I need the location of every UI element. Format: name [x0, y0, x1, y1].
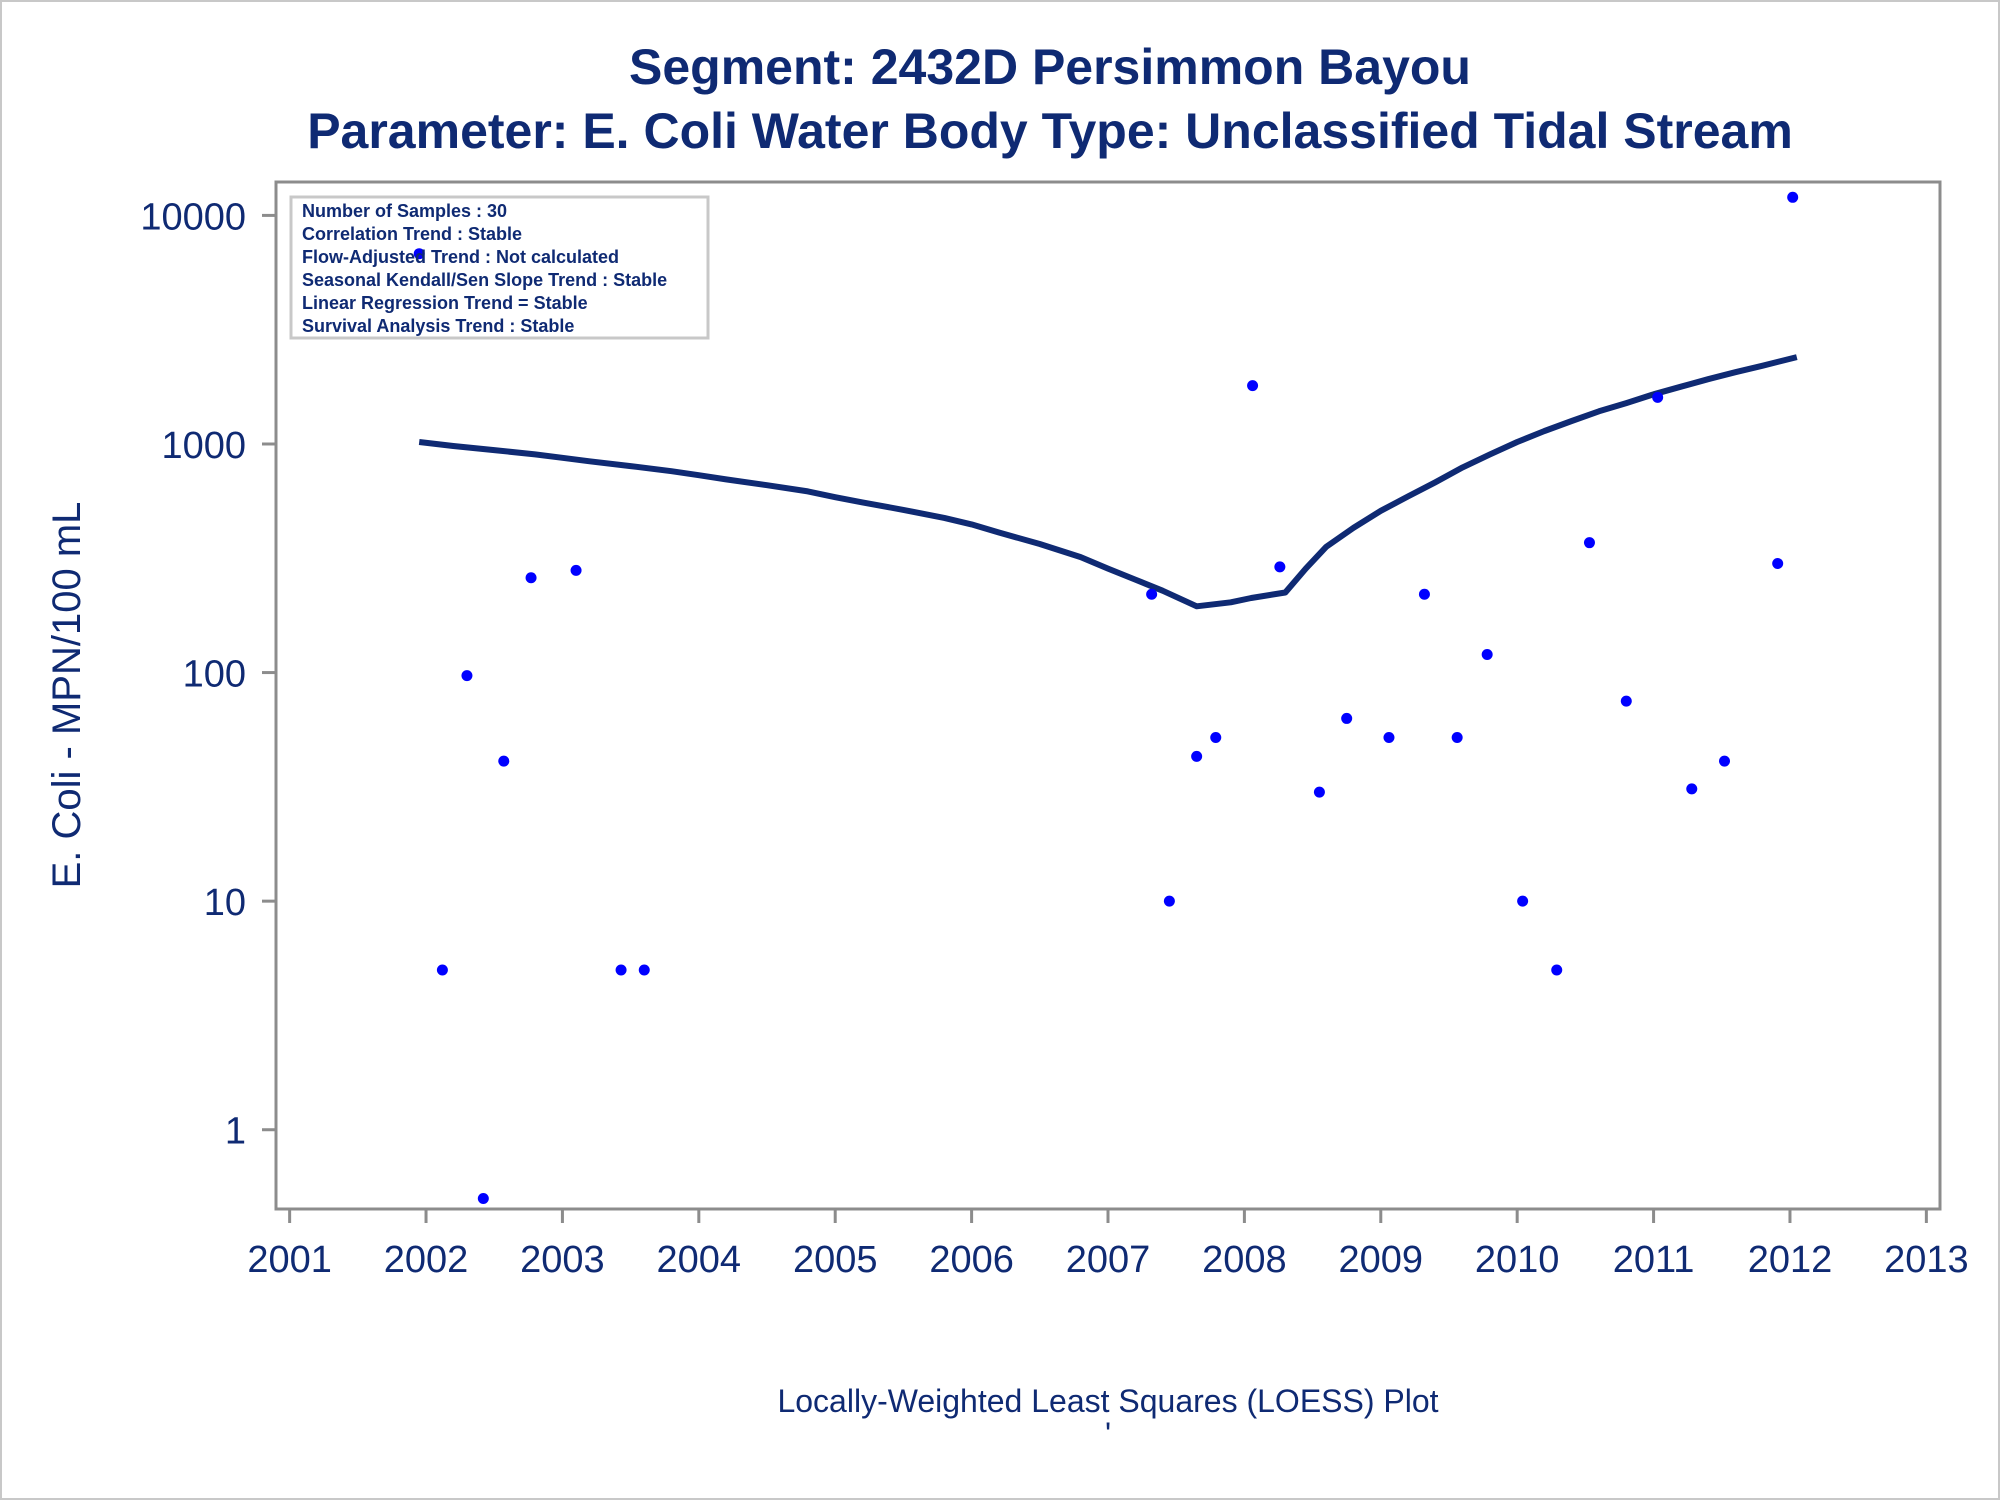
- sample-point: [1772, 558, 1784, 570]
- sample-point: [1718, 755, 1730, 767]
- sample-point: [1481, 648, 1493, 660]
- sample-point: [570, 564, 582, 576]
- y-axis-label: E. Coli - MPN/100 mL: [45, 502, 89, 889]
- sample-point: [1620, 695, 1632, 707]
- sample-point: [525, 572, 537, 584]
- sample-point: [1146, 588, 1158, 600]
- sample-point: [1163, 895, 1175, 907]
- sample-point: [1418, 588, 1430, 600]
- sample-point: [1451, 731, 1463, 743]
- sample-point: [1313, 786, 1325, 798]
- info-line: Seasonal Kendall/Sen Slope Trend : Stabl…: [302, 270, 667, 290]
- info-line: Flow-Adjusted Trend : Not calculated: [302, 247, 619, 267]
- sample-point: [1210, 731, 1222, 743]
- sample-point: [1341, 712, 1353, 724]
- x-tick-label: 2001: [247, 1239, 332, 1281]
- info-line: Survival Analysis Trend : Stable: [302, 316, 574, 336]
- sample-point: [1652, 391, 1664, 403]
- x-tick-label: 2013: [1884, 1239, 1969, 1281]
- sample-point: [1247, 380, 1259, 392]
- sample-point: [1274, 561, 1286, 573]
- y-tick-label: 100: [183, 654, 246, 696]
- info-line: Correlation Trend : Stable: [302, 224, 522, 244]
- x-axis-label: Locally-Weighted Least Squares (LOESS) P…: [777, 1383, 1438, 1419]
- info-box: Number of Samples : 30 Correlation Trend…: [289, 195, 710, 340]
- x-axis: 2001 2002 2003 2004 2005 2006 2007 2008 2009 2010…: [247, 1209, 1969, 1281]
- chart-title: Segment: 2432D Persimmon Bayou: [629, 39, 1471, 95]
- y-axis: 1 10 100 1000 10000: [140, 196, 276, 1153]
- x-tick-label: 2010: [1475, 1239, 1560, 1281]
- y-tick-label: 1: [225, 1111, 246, 1153]
- footnote-mark: ': [1105, 1416, 1111, 1452]
- sample-point: [1383, 731, 1395, 743]
- y-tick-label: 10000: [140, 196, 246, 238]
- sample-point: [461, 670, 473, 682]
- y-tick-label: 10: [204, 882, 246, 924]
- sample-point: [1583, 537, 1595, 549]
- sample-point: [1686, 783, 1698, 795]
- sample-point: [1551, 964, 1563, 976]
- sample-point: [436, 964, 448, 976]
- x-tick-label: 2003: [520, 1239, 605, 1281]
- y-tick-label: 1000: [161, 425, 246, 467]
- x-tick-label: 2012: [1748, 1239, 1833, 1281]
- x-tick-label: 2006: [929, 1239, 1014, 1281]
- sample-points: [413, 191, 1799, 1205]
- sample-point: [1517, 895, 1529, 907]
- sample-point: [615, 964, 627, 976]
- loess-trend-line: [418, 354, 1798, 610]
- sample-point: [413, 248, 425, 260]
- x-tick-label: 2004: [657, 1239, 742, 1281]
- x-tick-label: 2005: [793, 1239, 878, 1281]
- x-tick-label: 2007: [1066, 1239, 1151, 1281]
- x-tick-label: 2011: [1613, 1239, 1695, 1281]
- x-tick-label: 2009: [1339, 1239, 1424, 1281]
- sample-point: [1191, 750, 1203, 762]
- sample-point: [638, 964, 650, 976]
- sample-point: [477, 1193, 489, 1205]
- info-box-border: [289, 195, 710, 340]
- x-tick-label: 2008: [1202, 1239, 1287, 1281]
- sample-point: [498, 755, 510, 767]
- sample-point: [1787, 191, 1799, 203]
- x-tick-label: 2002: [384, 1239, 469, 1281]
- info-line: Number of Samples : 30: [302, 201, 507, 221]
- chart-subtitle: Parameter: E. Coli Water Body Type: Uncl…: [307, 103, 1793, 159]
- info-line: Linear Regression Trend = Stable: [302, 293, 588, 313]
